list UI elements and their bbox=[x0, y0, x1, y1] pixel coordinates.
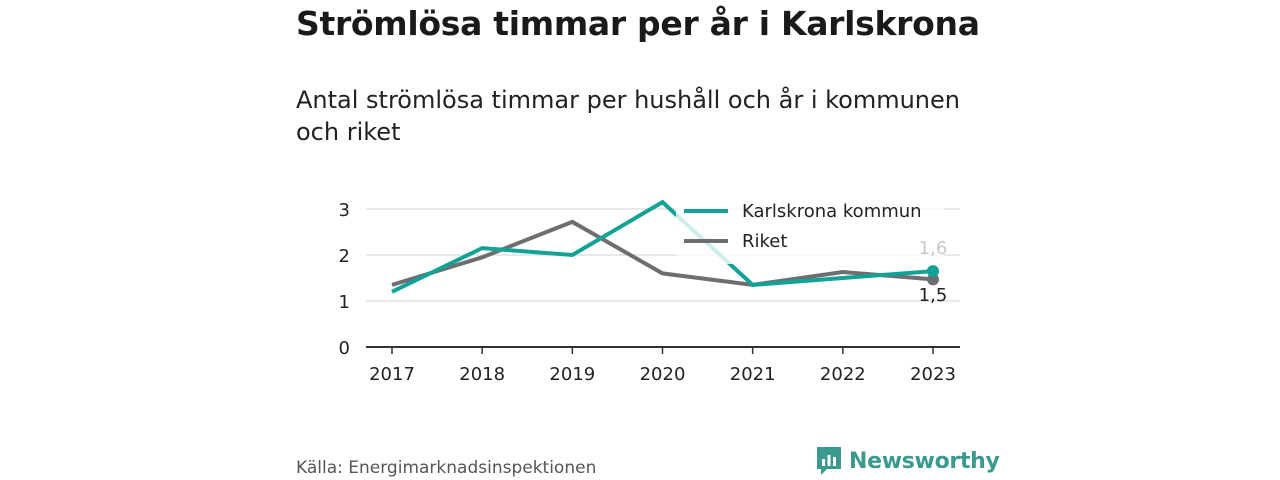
x-tick-label: 2023 bbox=[910, 364, 956, 385]
legend-background bbox=[676, 194, 944, 264]
newsworthy-logo: Newsworthy bbox=[815, 445, 1000, 477]
y-tick-label: 2 bbox=[339, 246, 350, 267]
end-label-karlskrona: 1,6 bbox=[919, 238, 948, 259]
x-tick-label: 2018 bbox=[459, 364, 505, 385]
chart-subtitle: Antal strömlösa timmar per hushåll och å… bbox=[296, 86, 960, 146]
chart-title: Strömlösa timmar per år i Karlskrona bbox=[296, 4, 980, 43]
y-tick-label: 0 bbox=[339, 338, 350, 359]
end-label-riket: 1,5 bbox=[919, 285, 948, 306]
x-tick-label: 2020 bbox=[640, 364, 686, 385]
end-marker-riket bbox=[927, 273, 939, 286]
x-tick-label: 2017 bbox=[369, 364, 415, 385]
y-tick-label: 3 bbox=[339, 200, 350, 221]
x-tick-label: 2021 bbox=[730, 364, 776, 385]
legend-label-karlskrona: Karlskrona kommun bbox=[742, 201, 922, 222]
series-line-riket bbox=[391, 219, 934, 287]
x-tick-label: 2022 bbox=[820, 364, 866, 385]
end-marker-karlskrona bbox=[927, 265, 939, 278]
newsworthy-logo-text: Newsworthy bbox=[849, 448, 1000, 474]
source-note: Källa: Energimarknadsinspektionen bbox=[296, 458, 597, 478]
newsworthy-logo-icon bbox=[817, 447, 841, 475]
x-tick-label: 2019 bbox=[549, 364, 595, 385]
legend-label-riket: Riket bbox=[742, 231, 787, 252]
series-line-karlskrona bbox=[391, 199, 934, 294]
y-tick-label: 1 bbox=[339, 292, 350, 313]
